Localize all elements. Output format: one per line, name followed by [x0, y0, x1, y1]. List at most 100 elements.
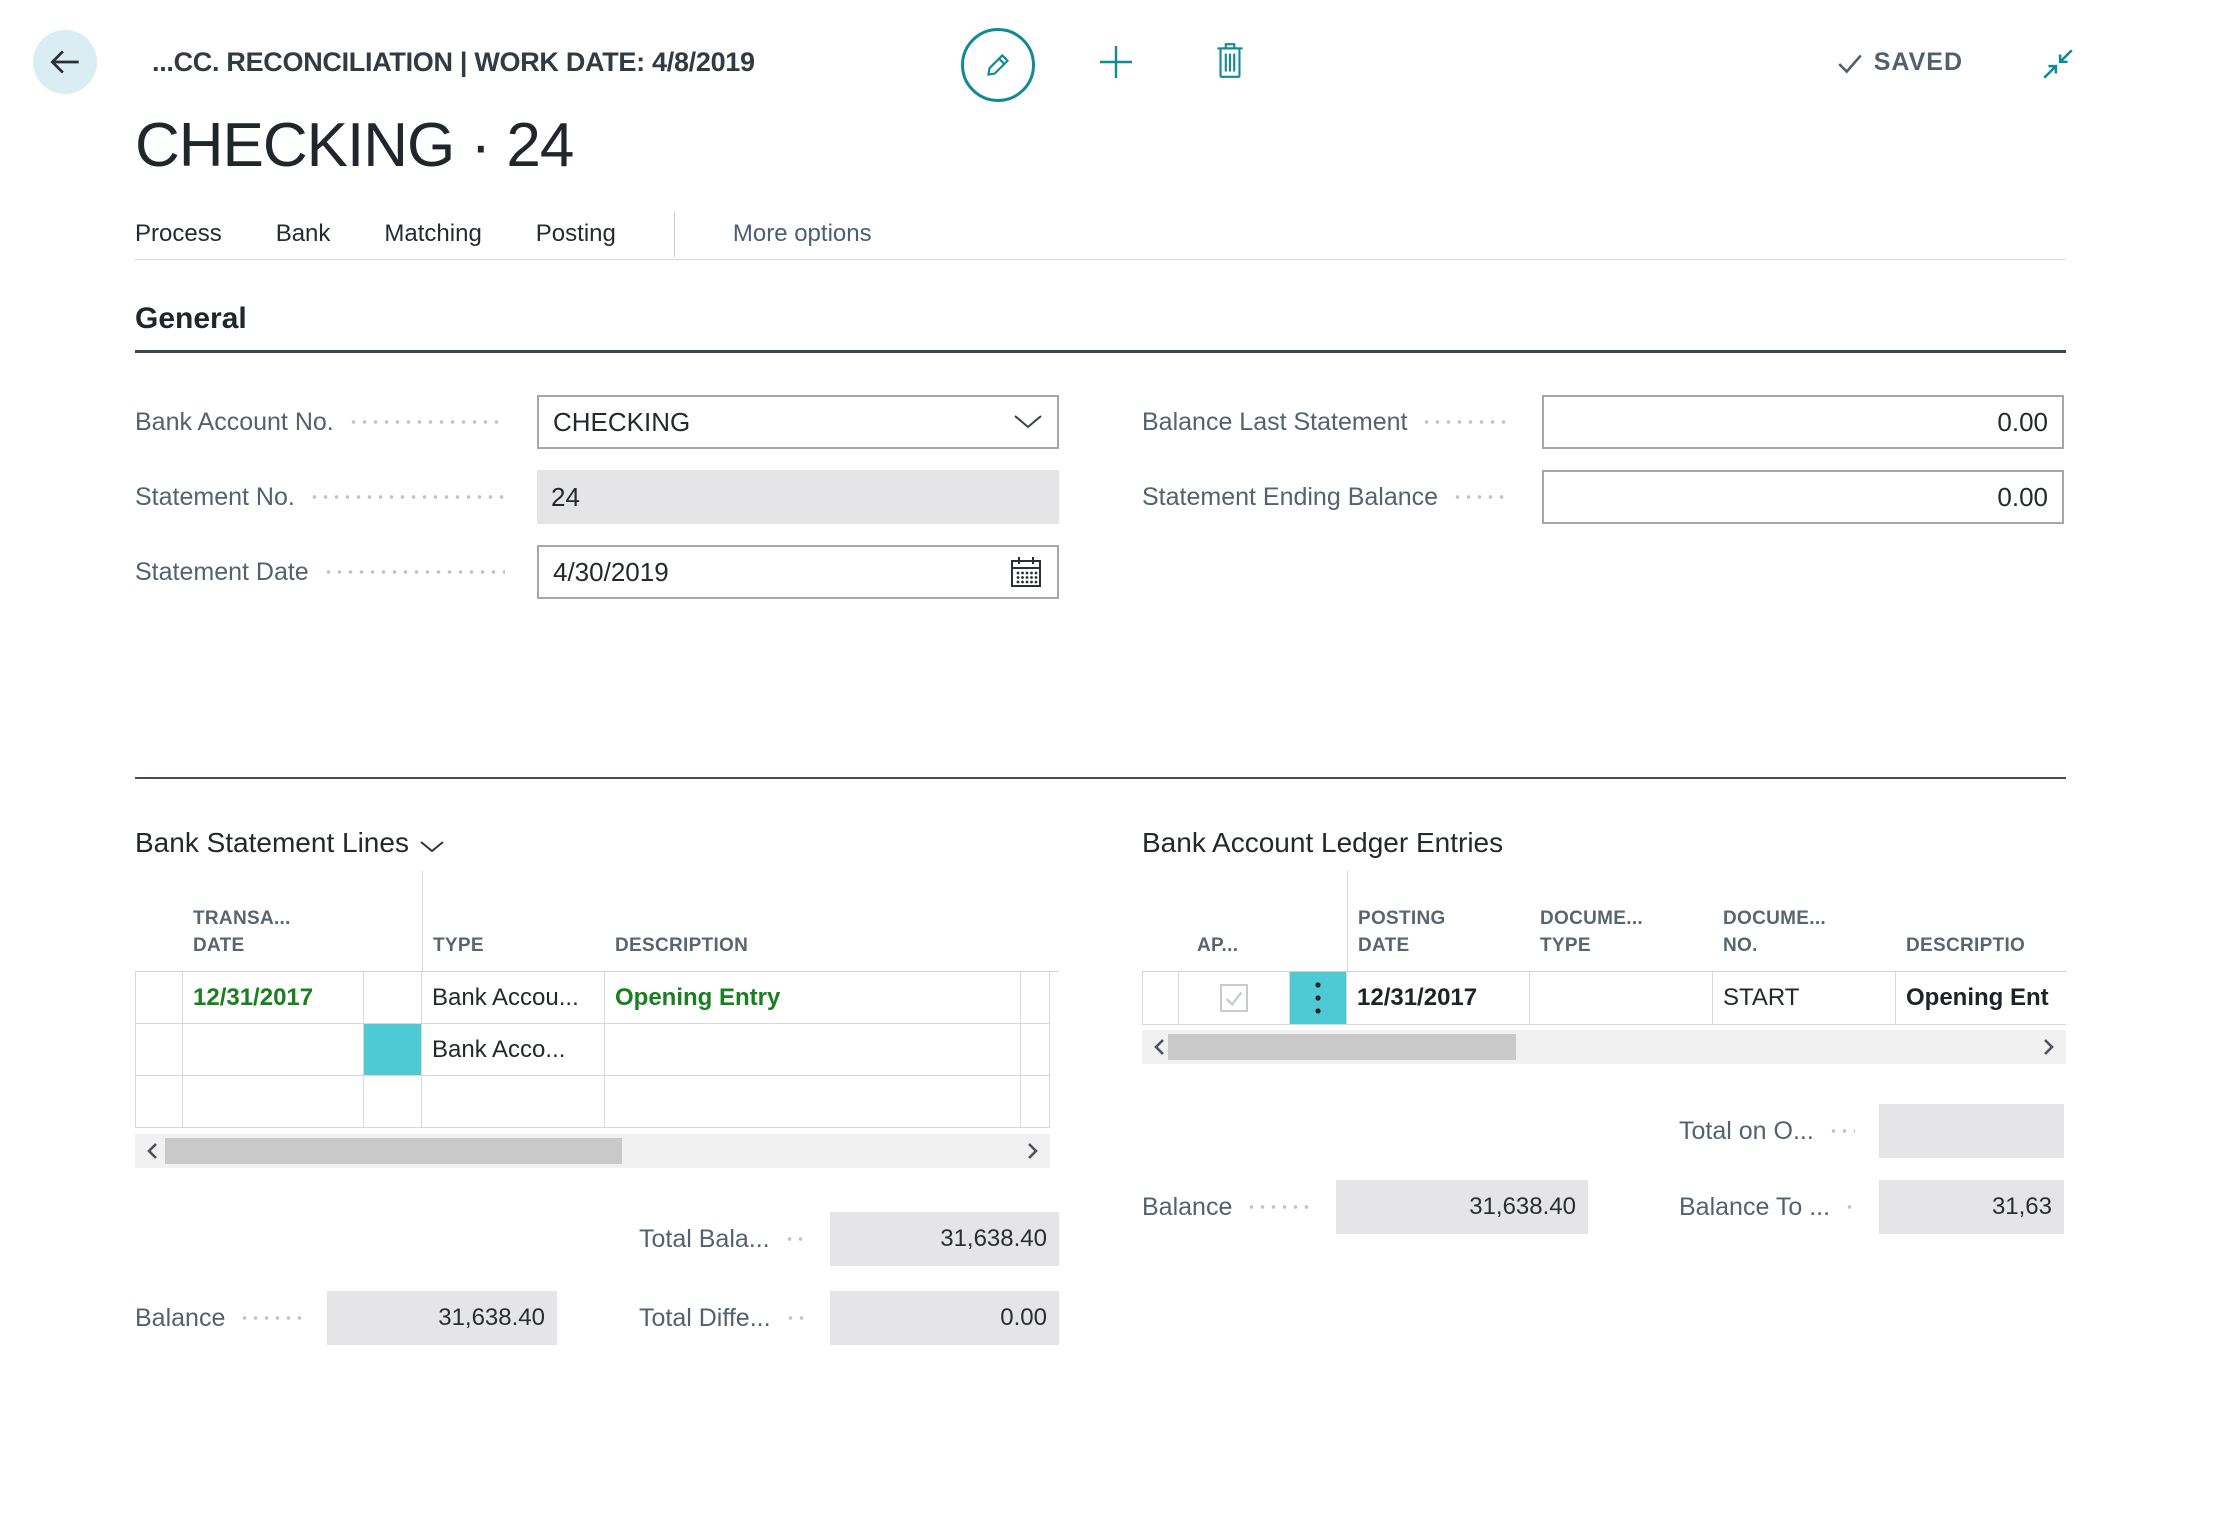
bank-account-no-value[interactable]: CHECKING: [553, 406, 691, 437]
table-row[interactable]: 12/31/2017 START Opening Ent: [1142, 972, 2066, 1025]
type-cell[interactable]: Bank Accou...: [422, 972, 605, 1024]
type-cell[interactable]: Bank Acco...: [422, 1024, 605, 1076]
scroll-right-button[interactable]: [2042, 1037, 2056, 1057]
active-row-indicator[interactable]: [1290, 972, 1347, 1025]
scroll-right-button[interactable]: [1026, 1141, 1040, 1161]
column-header-selector[interactable]: [1142, 871, 1179, 971]
delete-button[interactable]: [1212, 40, 1248, 82]
bank-ledger-entries-title: Bank Account Ledger Entries: [1142, 827, 1504, 858]
statement-ending-balance-label: Statement Ending Balance: [1142, 482, 1439, 511]
scrollbar-thumb[interactable]: [1168, 1034, 1516, 1060]
plus-icon: [1100, 46, 1132, 78]
scroll-left-button[interactable]: [145, 1141, 159, 1161]
chevron-down-icon: [420, 841, 444, 853]
balance-last-statement-value[interactable]: 0.00: [1997, 406, 2048, 437]
type-cell[interactable]: [422, 1076, 605, 1128]
transaction-date-cell[interactable]: [183, 1076, 364, 1128]
dot-leader: [347, 420, 505, 424]
collapse-button[interactable]: [2040, 46, 2076, 82]
action-bar: Process Bank Matching Posting More optio…: [135, 211, 2066, 257]
back-button[interactable]: [33, 30, 97, 94]
column-header-description[interactable]: DESCRIPTION: [615, 935, 749, 956]
column-header-document-no[interactable]: DOCUME... NO.: [1723, 908, 1826, 956]
statement-lines-hscrollbar[interactable]: [135, 1134, 1050, 1168]
edit-button[interactable]: [961, 28, 1035, 102]
calendar-icon: [1011, 557, 1041, 587]
indicator-cell[interactable]: [364, 1076, 422, 1128]
save-status-label: SAVED: [1873, 48, 1963, 76]
breadcrumb[interactable]: ...CC. RECONCILIATION | WORK DATE: 4/8/2…: [152, 47, 755, 77]
row-selector-cell[interactable]: [135, 1024, 183, 1076]
column-header-selector[interactable]: [135, 871, 183, 971]
scroll-left-button[interactable]: [1152, 1037, 1166, 1057]
column-header-document-type[interactable]: DOCUME... TYPE: [1540, 908, 1643, 956]
chevron-left-icon: [1154, 1039, 1164, 1055]
applied-cell[interactable]: [1179, 972, 1290, 1025]
general-section: General Bank Account No. CHECKING: [135, 302, 2066, 620]
bank-statement-lines-section: Bank Statement Lines TRANSA... DATE TYPE: [135, 827, 1059, 1345]
menu-item-bank[interactable]: Bank: [275, 220, 331, 247]
field-bank-account-no: Bank Account No. CHECKING: [135, 395, 1059, 449]
statement-date-input[interactable]: 4/30/2019: [537, 545, 1059, 599]
dot-leader: [1827, 1129, 1855, 1133]
general-section-rule: [135, 350, 2066, 353]
total-on-outstanding-value: [1879, 1104, 2064, 1158]
section-divider: [135, 777, 2066, 779]
row-selector-cell[interactable]: [135, 972, 183, 1024]
statement-ending-balance-value[interactable]: 0.00: [1997, 481, 2048, 512]
bank-statement-lines-menu-button[interactable]: [419, 832, 445, 854]
statement-date-picker-button[interactable]: [1009, 555, 1057, 589]
balance-last-statement-input[interactable]: 0.00: [1542, 395, 2064, 449]
document-type-cell[interactable]: [1530, 972, 1713, 1025]
row-selector-cell[interactable]: [1142, 972, 1179, 1025]
scrollbar-thumb[interactable]: [165, 1138, 622, 1164]
balance-to-reconcile-value: 31,63: [1879, 1180, 2064, 1234]
field-statement-no: Statement No. 24: [135, 470, 1059, 524]
statement-no-field: 24: [537, 470, 1059, 524]
ledger-entries-hscrollbar[interactable]: [1142, 1030, 2066, 1064]
description-cell[interactable]: Opening Ent: [1896, 972, 2066, 1025]
balance-last-statement-label: Balance Last Statement: [1142, 407, 1408, 436]
save-status: SAVED: [1836, 48, 1963, 77]
statement-ending-balance-input[interactable]: 0.00: [1542, 470, 2064, 524]
document-no-cell[interactable]: START: [1713, 972, 1896, 1025]
table-row[interactable]: [135, 1076, 1059, 1128]
menu-item-process[interactable]: Process: [135, 220, 222, 247]
column-header-posting-date[interactable]: POSTING DATE: [1347, 871, 1530, 971]
statement-date-value[interactable]: 4/30/2019: [553, 556, 669, 587]
ledger-balance-label: Balance: [1142, 1192, 1233, 1221]
column-header-end: [1021, 871, 1050, 971]
statement-date-label: Statement Date: [135, 557, 309, 586]
description-cell[interactable]: Opening Entry: [605, 972, 1021, 1024]
indicator-cell[interactable]: [364, 972, 422, 1024]
bank-account-no-dropdown[interactable]: [1013, 414, 1057, 430]
column-header-description[interactable]: DESCRIPTIO: [1906, 935, 2026, 956]
active-cell-indicator[interactable]: [364, 1024, 422, 1076]
bank-account-no-combobox[interactable]: CHECKING: [537, 395, 1059, 449]
bank-ledger-entries-section: Bank Account Ledger Entries AP... POSTIN…: [1142, 827, 2066, 1345]
arrow-left-icon: [50, 50, 79, 74]
menu-item-posting[interactable]: Posting: [535, 220, 616, 247]
row-end-cell: [1021, 1024, 1050, 1076]
menu-divider: [673, 211, 675, 257]
row-selector-cell[interactable]: [135, 1076, 183, 1128]
transaction-date-cell[interactable]: [183, 1024, 364, 1076]
chevron-right-icon: [1028, 1143, 1038, 1159]
add-button[interactable]: [1096, 42, 1136, 82]
column-header-transaction-date[interactable]: TRANSA... DATE: [193, 908, 291, 956]
page-title: CHECKING · 24: [135, 111, 574, 180]
posting-date-cell[interactable]: 12/31/2017: [1347, 972, 1530, 1025]
applied-checkbox[interactable]: [1220, 984, 1248, 1012]
total-balance-label: Total Bala...: [639, 1224, 770, 1253]
table-row[interactable]: Bank Acco...: [135, 1024, 1059, 1076]
table-row[interactable]: 12/31/2017 Bank Accou... Opening Entry: [135, 972, 1059, 1024]
chevron-right-icon: [2044, 1039, 2054, 1055]
column-header-type[interactable]: TYPE: [422, 871, 605, 971]
description-cell[interactable]: [605, 1076, 1021, 1128]
menu-item-matching[interactable]: Matching: [384, 220, 482, 247]
more-options-button[interactable]: More options: [732, 220, 872, 247]
description-cell[interactable]: [605, 1024, 1021, 1076]
column-header-applied[interactable]: AP...: [1197, 935, 1239, 956]
transaction-date-cell[interactable]: 12/31/2017: [183, 972, 364, 1024]
